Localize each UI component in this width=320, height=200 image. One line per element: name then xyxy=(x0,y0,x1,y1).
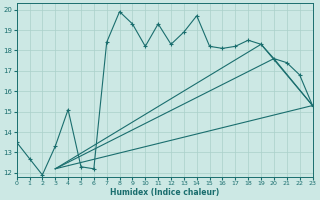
X-axis label: Humidex (Indice chaleur): Humidex (Indice chaleur) xyxy=(110,188,219,197)
